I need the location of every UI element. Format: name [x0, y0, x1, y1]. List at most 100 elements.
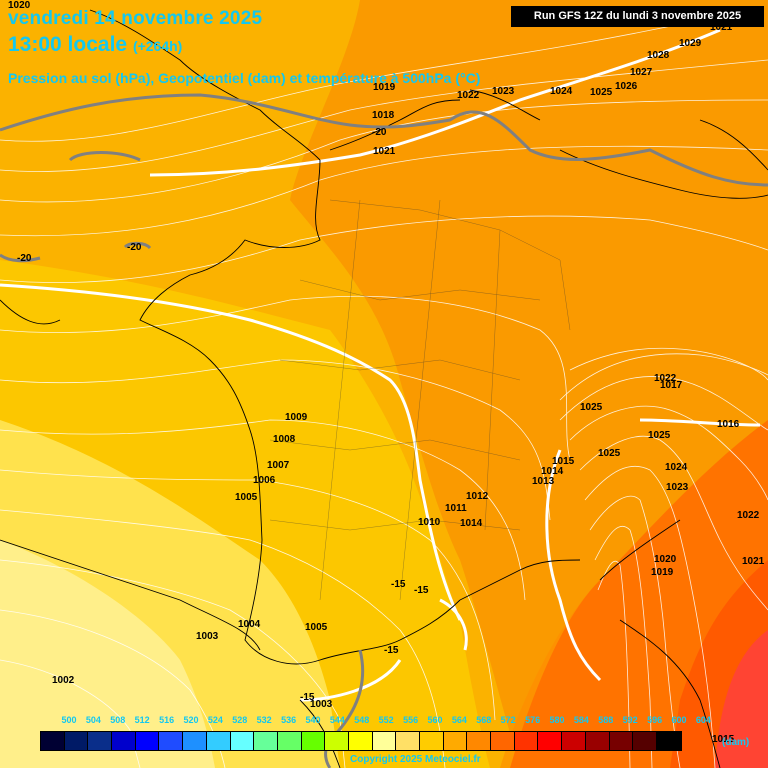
- pressure-label: 1012: [466, 491, 489, 502]
- pressure-label: 1025: [598, 448, 621, 459]
- legend-value: 592: [622, 715, 638, 725]
- isobars: [0, 19, 768, 768]
- pressure-label: 1007: [267, 460, 290, 471]
- run-label: Run GFS 12Z du lundi 3 novembre 2025: [511, 6, 764, 27]
- legend-swatch: [514, 732, 539, 750]
- legend-value: 540: [305, 715, 321, 725]
- legend-value: 572: [500, 715, 516, 725]
- legend-value: 520: [183, 715, 199, 725]
- temperature-label: -15: [391, 579, 406, 590]
- legend-value: 576: [525, 715, 541, 725]
- legend-swatch: [206, 732, 231, 750]
- pressure-label: 1020: [8, 0, 31, 11]
- pressure-label: 1025: [590, 87, 613, 98]
- parameter-description: Pression au sol (hPa), Geopotentiel (dam…: [8, 70, 481, 86]
- pressure-label: 1019: [651, 567, 674, 578]
- geopotential-lines: [0, 28, 761, 702]
- legend-value: 508: [110, 715, 126, 725]
- legend-swatch: [656, 732, 681, 750]
- legend-swatch: [491, 732, 515, 750]
- legend-swatch: [396, 732, 420, 750]
- pressure-label: 1002: [52, 675, 75, 686]
- pressure-label: 1005: [305, 622, 328, 633]
- legend-value: 596: [647, 715, 663, 725]
- pressure-label: 1027: [630, 67, 653, 78]
- pressure-label: 1006: [253, 475, 276, 486]
- legend-value: 600: [671, 715, 687, 725]
- pressure-label: 1021: [373, 146, 396, 157]
- pressure-label: 1024: [550, 86, 573, 97]
- copyright: Copyright 2025 Meteociel.fr: [350, 754, 481, 765]
- pressure-label: 1009: [285, 412, 308, 423]
- legend-swatch: [538, 732, 563, 750]
- legend-value: 552: [378, 715, 394, 725]
- legend-swatch: [325, 732, 349, 750]
- legend-values: 500 504 508 512 516 520 524 528 532 536 540 544 548 5…: [59, 715, 739, 727]
- legend-value: 500: [61, 715, 77, 725]
- pressure-label: 1014: [460, 518, 483, 529]
- legend-swatch: [135, 732, 160, 750]
- legend-swatch: [420, 732, 444, 750]
- legend-swatch: [183, 732, 207, 750]
- legend-value: 604: [695, 715, 711, 725]
- legend-swatch: [633, 732, 657, 750]
- legend-swatch: [64, 732, 89, 750]
- temperature-label: -20: [127, 242, 142, 253]
- legend-swatch: [443, 732, 468, 750]
- pressure-label: 1003: [196, 631, 219, 642]
- pressure-label: 1023: [492, 86, 515, 97]
- pressure-label: 1019: [373, 82, 396, 93]
- legend-swatch: [585, 732, 610, 750]
- legend-value: 548: [354, 715, 370, 725]
- temperature-label: -15: [384, 645, 399, 656]
- pressure-label: 1015: [712, 734, 735, 745]
- forecast-time: 13:00 locale (+264h): [8, 33, 182, 57]
- pressure-label: 1022: [654, 373, 677, 384]
- legend-value: 528: [232, 715, 248, 725]
- pressure-label: 1028: [647, 50, 670, 61]
- pressure-label: 1026: [615, 81, 638, 92]
- temperature-label: -20: [372, 127, 387, 138]
- pressure-label: 1020: [654, 554, 677, 565]
- legend-value: 560: [427, 715, 443, 725]
- legend-value: 512: [134, 715, 150, 725]
- pressure-label: 1025: [580, 402, 603, 413]
- pressure-label: 1003: [310, 699, 333, 710]
- pressure-label: 1010: [418, 517, 441, 528]
- pressure-label: 1011: [445, 503, 467, 514]
- pressure-label: 1025: [648, 430, 671, 441]
- legend-swatch: [348, 732, 373, 750]
- legend-swatch: [301, 732, 326, 750]
- legend-swatch: [372, 732, 397, 750]
- legend-value: 588: [598, 715, 614, 725]
- time-label: 13:00 locale: [8, 33, 128, 56]
- legend-swatch: [88, 732, 113, 750]
- legend-value: 568: [476, 715, 492, 725]
- legend-swatch: [562, 732, 586, 750]
- temperature-label: -15: [414, 585, 429, 596]
- legend-value: 516: [159, 715, 175, 725]
- legend-swatch: [467, 732, 492, 750]
- pressure-label: 1024: [665, 462, 688, 473]
- legend-value: 556: [403, 715, 419, 725]
- color-legend: [40, 731, 682, 751]
- legend-swatch: [159, 732, 184, 750]
- legend-value: 536: [281, 715, 297, 725]
- legend-value: 564: [451, 715, 467, 725]
- pressure-label: 1029: [679, 38, 702, 49]
- pressure-label: 1018: [372, 110, 395, 121]
- legend-swatch: [277, 732, 302, 750]
- pressure-label: 1023: [666, 482, 689, 493]
- legend-value: 584: [573, 715, 589, 725]
- lead-time: (+264h): [132, 38, 183, 54]
- pressure-label: 1005: [235, 492, 258, 503]
- temperature-label: -20: [17, 253, 32, 264]
- pressure-label: 1014: [541, 466, 564, 477]
- legend-swatch: [230, 732, 255, 750]
- temperature-label: -15: [300, 692, 315, 703]
- legend-swatch: [254, 732, 278, 750]
- pressure-label: 1021: [742, 556, 765, 567]
- pressure-label: 1008: [273, 434, 296, 445]
- legend-value: 544: [329, 715, 345, 725]
